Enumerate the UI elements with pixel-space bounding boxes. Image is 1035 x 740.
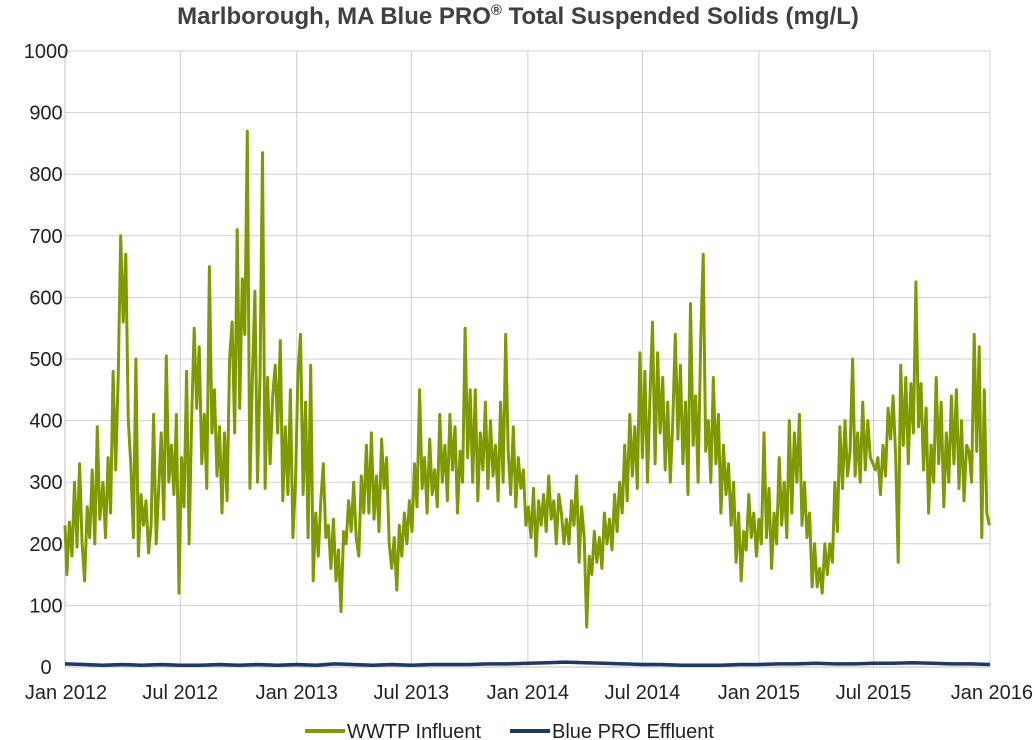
y-tick-label: 200 — [29, 534, 62, 556]
y-axis-tick-labels: 0 100 200 300 400 500 600 700 800 900 1000 — [24, 41, 69, 679]
y-tick-label: 0 — [40, 657, 51, 679]
legend: WWTP Influent Blue PRO Effluent — [305, 721, 714, 740]
series-line-blue-pro-effluent — [64, 660, 991, 667]
x-tick-label: Jan 2015 — [718, 682, 800, 704]
chart-title-rest: Total Suspended Solids (mg/L) — [502, 3, 859, 30]
axes — [64, 51, 990, 668]
x-tick-label: Jul 2012 — [142, 682, 218, 704]
y-tick-label: 600 — [29, 287, 62, 309]
y-tick-label: 100 — [29, 595, 62, 617]
chart-title: Marlborough, MA Blue PRO® Total Suspende… — [177, 2, 859, 30]
chart-title-mark: ® — [491, 2, 502, 19]
series-line-wwtp-influent — [63, 129, 991, 629]
y-tick-label: 500 — [29, 349, 62, 371]
y-tick-label: 900 — [29, 103, 62, 125]
y-tick-label: 800 — [29, 164, 62, 186]
grid-lines — [65, 50, 991, 667]
x-tick-label: Jan 2012 — [25, 682, 107, 704]
x-tick-label: Jul 2014 — [605, 682, 681, 704]
legend-item-wwtp-influent: WWTP Influent — [305, 721, 482, 740]
legend-label: Blue PRO Effluent — [552, 721, 714, 740]
legend-item-blue-pro-effluent: Blue PRO Effluent — [510, 721, 714, 740]
legend-label: WWTP Influent — [347, 721, 482, 740]
chart-title-main: Marlborough, MA Blue PRO — [177, 3, 491, 30]
x-tick-label: Jan 2014 — [487, 682, 569, 704]
x-tick-label: Jan 2013 — [256, 682, 338, 704]
y-tick-label: 300 — [29, 472, 62, 494]
y-tick-label: 700 — [29, 226, 62, 248]
x-tick-label: Jul 2013 — [374, 682, 450, 704]
series-lines — [63, 129, 991, 667]
x-tick-label: Jan 2016 — [951, 682, 1033, 704]
y-tick-label: 400 — [29, 411, 62, 433]
x-axis-tick-labels: Jan 2012 Jul 2012 Jan 2013 Jul 2013 Jan 2014… — [25, 682, 1033, 704]
x-tick-label: Jul 2015 — [836, 682, 912, 704]
y-tick-label: 1000 — [24, 41, 69, 63]
